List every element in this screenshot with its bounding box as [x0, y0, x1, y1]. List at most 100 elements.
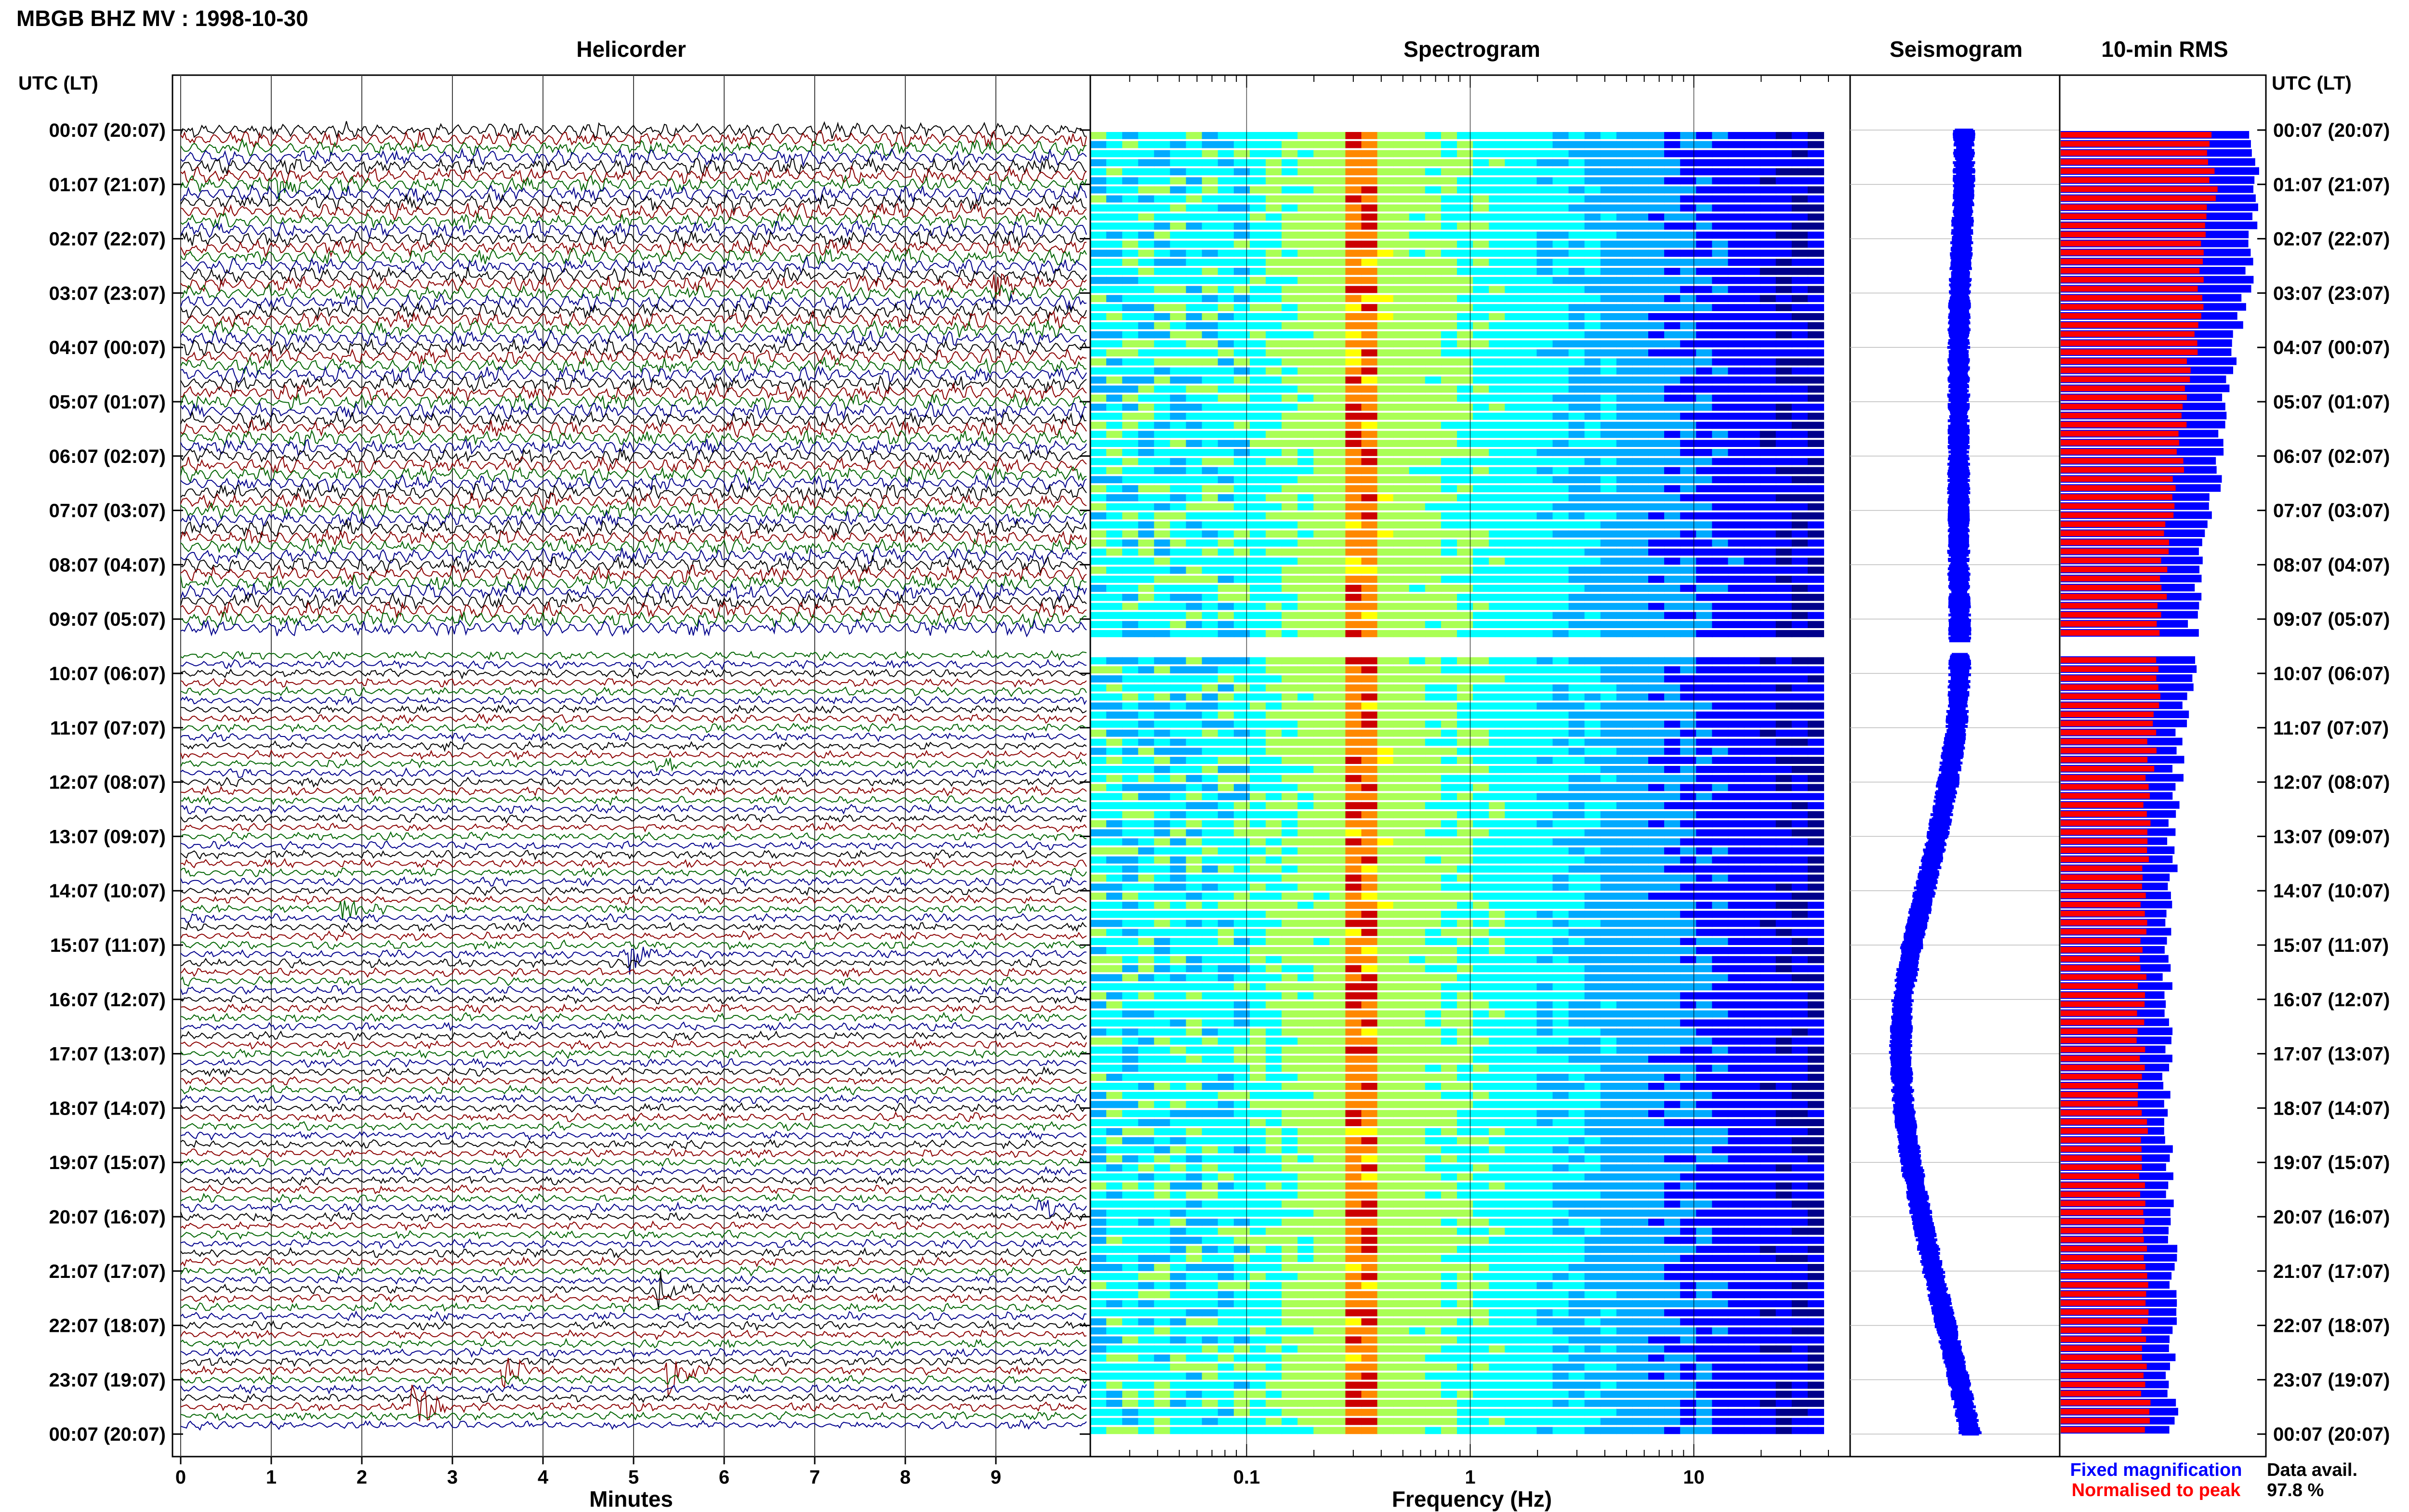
spectrogram-cell — [1712, 331, 1729, 339]
spectrogram-cell — [1313, 340, 1330, 348]
row-label-left: 15:07 (11:07) — [50, 935, 166, 956]
spectrogram-cell — [1807, 141, 1824, 148]
helicorder-trace — [180, 1384, 1087, 1422]
spectrogram-cell — [1377, 1065, 1394, 1072]
spectrogram-cell — [1728, 802, 1745, 809]
spectrogram-cell — [1807, 983, 1824, 990]
spectrogram-cell — [1648, 757, 1665, 764]
spectrogram-cell — [1473, 585, 1490, 592]
spectrogram-cell — [1505, 847, 1522, 855]
spectrogram-cell — [1791, 240, 1808, 248]
spectrogram-cell — [1282, 811, 1298, 818]
spectrogram-cell — [1218, 1028, 1234, 1036]
spectrogram-cell — [1584, 1055, 1601, 1063]
spectrogram-cell — [1266, 150, 1283, 158]
spectrogram-cell — [1696, 231, 1713, 239]
spectrogram-cell — [1616, 385, 1633, 393]
helicorder-trace — [180, 1075, 1087, 1086]
spectrogram-cell — [1696, 965, 1713, 973]
spectrogram-cell — [1282, 820, 1298, 828]
spectrogram-cell — [1744, 757, 1760, 764]
spectrogram-cell — [1425, 358, 1442, 366]
spectrogram-cell — [1218, 512, 1234, 520]
spectrogram-cell — [1760, 186, 1776, 194]
spectrogram-cell — [1712, 974, 1729, 982]
spectrogram-cell — [1744, 557, 1760, 565]
spectrogram-cell — [1425, 1001, 1442, 1009]
spectrogram-cell — [1249, 738, 1266, 746]
helicorder-trace — [180, 649, 1087, 661]
helicorder-trace — [180, 1374, 1087, 1385]
spectrogram-cell — [1297, 1055, 1314, 1063]
spectrogram-cell — [1377, 521, 1394, 529]
spectrogram-cell — [1712, 313, 1729, 320]
spectrogram-cell — [1536, 956, 1553, 963]
spectrogram-cell — [1680, 485, 1697, 492]
spectrogram-cell — [1473, 838, 1490, 846]
spectrogram-cell — [1154, 748, 1171, 755]
spectrogram-cell — [1744, 838, 1760, 846]
spectrogram-cell — [1186, 494, 1203, 501]
spectrogram-cell — [1584, 1038, 1601, 1045]
spectrogram-cell — [1775, 186, 1792, 194]
spectrogram-cell — [1361, 449, 1378, 456]
spectrogram-cell — [1791, 331, 1808, 339]
spectrogram-cell — [1807, 883, 1824, 891]
spectrogram-cell — [1313, 666, 1330, 673]
spectrogram-cell — [1521, 177, 1537, 184]
spectrogram-cell — [1202, 711, 1218, 719]
spectrogram-cell — [1473, 367, 1490, 375]
spectrogram-cell — [1664, 793, 1681, 801]
spectrogram-cell — [1361, 349, 1378, 356]
spectrogram-cell — [1202, 910, 1218, 918]
spectrogram-cell — [1521, 766, 1537, 773]
spectrogram-cell — [1791, 404, 1808, 411]
spectrogram-cell — [1616, 168, 1633, 175]
spectrogram-cell — [1536, 539, 1553, 547]
spectrogram-cell — [1186, 223, 1203, 230]
spectrogram-cell — [1648, 385, 1665, 393]
spectrogram-cell — [1313, 621, 1330, 628]
spectrogram-cell — [1616, 566, 1633, 574]
spectrogram-cell — [1409, 893, 1426, 900]
spectrogram-cell — [1473, 449, 1490, 456]
spectrogram-cell — [1616, 893, 1633, 900]
spectrogram-cell — [1329, 485, 1346, 492]
spectrogram-cell — [1297, 367, 1314, 375]
spectrogram-cell — [1696, 548, 1713, 556]
spectrogram-cell — [1536, 304, 1553, 311]
spectrogram-cell — [1266, 738, 1283, 746]
spectrogram-cell — [1202, 865, 1218, 873]
spectrogram-cell — [1552, 585, 1569, 592]
spectrogram-cell — [1680, 1065, 1697, 1072]
spectrogram-cell — [1584, 132, 1601, 139]
spectrogram-cell — [1696, 992, 1713, 999]
spectrogram-cell — [1791, 802, 1808, 809]
spectrogram-cell — [1712, 259, 1729, 266]
spectrogram-cell — [1521, 440, 1537, 447]
spectrogram-cell — [1218, 358, 1234, 366]
spectrogram-cell — [1361, 874, 1378, 882]
spectrogram-cell — [1202, 204, 1218, 212]
spectrogram-cell — [1218, 385, 1234, 393]
spectrogram-cell — [1505, 593, 1522, 601]
spectrogram-cell — [1361, 195, 1378, 203]
spectrogram-cell — [1791, 340, 1808, 348]
spectrogram-cell — [1138, 304, 1155, 311]
spectrogram-cell — [1791, 1019, 1808, 1027]
spectrogram-cell — [1632, 711, 1649, 719]
spectrogram-cell — [1441, 883, 1457, 891]
spectrogram-cell — [1584, 467, 1601, 474]
spectrogram-cell — [1600, 141, 1617, 148]
spectrogram-cell — [1473, 521, 1490, 529]
helicorder-trace — [180, 1393, 1087, 1403]
spectrogram-cell — [1807, 784, 1824, 791]
spectrogram-cell — [1154, 503, 1171, 511]
spectrogram-cell — [1186, 784, 1203, 791]
helicorder-trace — [180, 382, 1087, 403]
spectrogram-cell — [1616, 621, 1633, 628]
spectrogram-cell — [1680, 223, 1697, 230]
spectrogram-cell — [1791, 449, 1808, 456]
spectrogram-cell — [1712, 612, 1729, 619]
spectrogram-cell — [1106, 440, 1123, 447]
